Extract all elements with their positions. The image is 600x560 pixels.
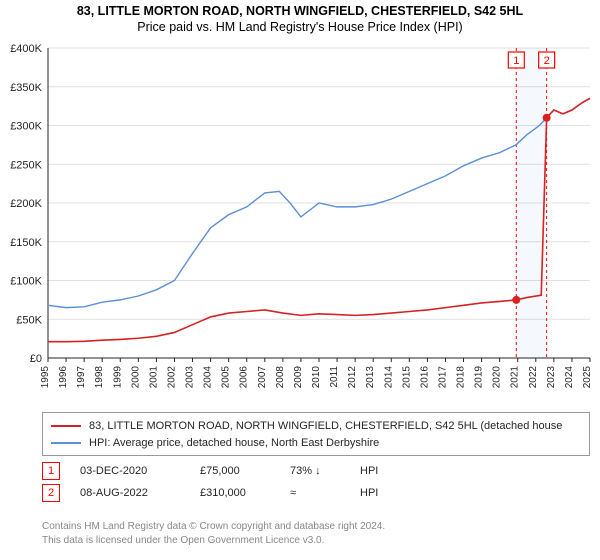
svg-text:2015: 2015 <box>401 366 412 389</box>
sales-table: 1 03-DEC-2020£75,00073% ↓HPI 2 08-AUG-2022£… <box>42 460 400 504</box>
svg-text:1998: 1998 <box>94 366 105 389</box>
svg-text:£100K: £100K <box>10 276 42 288</box>
svg-text:2005: 2005 <box>221 366 232 389</box>
svg-text:£0: £0 <box>30 353 42 365</box>
svg-text:2024: 2024 <box>564 366 575 389</box>
sale-price: £75,000 <box>200 465 290 477</box>
legend-swatch <box>51 425 81 427</box>
legend-label: HPI: Average price, detached house, Nort… <box>89 437 379 449</box>
legend-item: 83, LITTLE MORTON ROAD, NORTH WINGFIELD,… <box>51 417 581 434</box>
svg-text:2023: 2023 <box>546 366 557 389</box>
svg-text:2006: 2006 <box>239 366 250 389</box>
svg-text:2012: 2012 <box>347 366 358 389</box>
title-address: 83, LITTLE MORTON ROAD, NORTH WINGFIELD,… <box>0 4 600 18</box>
svg-text:2019: 2019 <box>474 366 485 389</box>
sale-hpi-label: HPI <box>360 487 400 499</box>
svg-text:£300K: £300K <box>10 121 42 133</box>
svg-text:£250K: £250K <box>10 159 42 171</box>
svg-text:2007: 2007 <box>257 366 268 389</box>
legend-label: 83, LITTLE MORTON ROAD, NORTH WINGFIELD,… <box>89 420 562 432</box>
svg-text:2013: 2013 <box>365 366 376 389</box>
svg-text:£150K: £150K <box>10 237 42 249</box>
legend-box: 83, LITTLE MORTON ROAD, NORTH WINGFIELD,… <box>42 412 590 456</box>
legend-item: HPI: Average price, detached house, Nort… <box>51 434 581 451</box>
sale-price: £310,000 <box>200 487 290 499</box>
svg-text:1999: 1999 <box>112 366 123 389</box>
footer: Contains HM Land Registry data © Crown c… <box>42 520 385 548</box>
chart: £0 £50K £100K £150K £200K £250K £300K £350K £400… <box>0 38 600 398</box>
svg-text:2003: 2003 <box>185 366 196 389</box>
sale-pct: 73% ↓ <box>290 465 360 477</box>
svg-text:2011: 2011 <box>329 366 340 388</box>
svg-text:1: 1 <box>513 55 519 67</box>
svg-text:1995: 1995 <box>40 366 51 389</box>
svg-text:2004: 2004 <box>203 366 214 389</box>
title-subtitle: Price paid vs. HM Land Registry's House … <box>0 20 600 34</box>
sale-marker: 2 <box>42 484 60 502</box>
svg-text:2020: 2020 <box>492 366 503 389</box>
sale-row: 1 03-DEC-2020£75,00073% ↓HPI <box>42 460 400 482</box>
svg-text:2010: 2010 <box>311 366 322 389</box>
svg-text:£350K: £350K <box>10 82 42 94</box>
chart-svg: £0 £50K £100K £150K £200K £250K £300K £350K £400… <box>0 38 600 398</box>
svg-text:2022: 2022 <box>528 366 539 389</box>
svg-text:2008: 2008 <box>275 366 286 389</box>
sale-pct: ≈ <box>290 487 360 499</box>
sale-marker: 1 <box>42 462 60 480</box>
svg-text:2025: 2025 <box>582 366 593 389</box>
svg-text:2021: 2021 <box>510 366 521 389</box>
svg-text:2009: 2009 <box>293 366 304 389</box>
sale-row: 2 08-AUG-2022£310,000≈HPI <box>42 482 400 504</box>
svg-text:£50K: £50K <box>16 314 42 326</box>
svg-text:£200K: £200K <box>10 198 42 210</box>
sale-hpi-label: HPI <box>360 465 400 477</box>
svg-text:2016: 2016 <box>419 366 430 389</box>
svg-text:1997: 1997 <box>76 366 87 389</box>
svg-text:£400K: £400K <box>10 43 42 55</box>
legend: 83, LITTLE MORTON ROAD, NORTH WINGFIELD,… <box>42 412 590 456</box>
svg-text:2018: 2018 <box>456 366 467 389</box>
svg-text:2: 2 <box>544 55 550 67</box>
sale-date: 03-DEC-2020 <box>80 465 200 477</box>
svg-text:2002: 2002 <box>166 366 177 389</box>
footer-line2: This data is licensed under the Open Gov… <box>42 534 385 548</box>
svg-text:2001: 2001 <box>148 366 159 389</box>
svg-text:2000: 2000 <box>130 366 141 389</box>
svg-text:2017: 2017 <box>437 366 448 389</box>
svg-text:1996: 1996 <box>58 366 69 389</box>
legend-swatch <box>51 442 81 444</box>
footer-line1: Contains HM Land Registry data © Crown c… <box>42 520 385 534</box>
titles: 83, LITTLE MORTON ROAD, NORTH WINGFIELD,… <box>0 0 600 34</box>
sale-date: 08-AUG-2022 <box>80 487 200 499</box>
svg-text:2014: 2014 <box>383 366 394 389</box>
chart-container: 83, LITTLE MORTON ROAD, NORTH WINGFIELD,… <box>0 0 600 560</box>
